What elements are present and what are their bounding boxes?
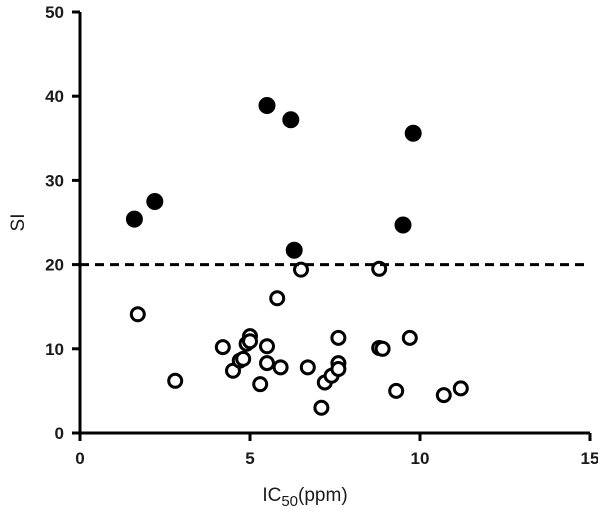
x-tick-label: 0	[75, 449, 84, 468]
x-axis-title: IC50(ppm)	[262, 485, 347, 510]
data-point-open	[167, 372, 184, 389]
data-points	[125, 96, 469, 416]
x-axis-title-subscript: 50	[281, 493, 298, 510]
data-point-open	[435, 387, 452, 404]
x-ticks: 0 5 10 15	[75, 433, 598, 468]
data-point-open	[235, 350, 252, 367]
data-point-open	[452, 380, 469, 397]
x-tick-label: 5	[245, 449, 254, 468]
data-point-open	[242, 333, 258, 350]
data-point-open	[252, 376, 269, 393]
data-point-open	[388, 382, 405, 399]
y-tick-label: 50	[45, 3, 64, 22]
data-point-open	[259, 355, 275, 372]
data-point-open	[272, 359, 289, 376]
data-point-open	[401, 329, 418, 346]
data-point-filled	[146, 192, 164, 210]
y-tick-label: 30	[45, 171, 64, 190]
y-tick-label: 40	[45, 87, 64, 106]
data-point-open	[214, 339, 231, 356]
data-point-filled	[404, 124, 422, 142]
y-tick-label: 20	[45, 256, 64, 275]
data-point-open	[129, 306, 146, 323]
x-tick-label: 10	[411, 449, 430, 468]
data-point-open	[374, 340, 391, 357]
data-point-filled	[282, 111, 300, 129]
x-tick-label: 15	[581, 449, 598, 468]
data-point-open	[313, 399, 330, 416]
y-tick-label: 0	[55, 424, 64, 443]
data-point-open	[259, 338, 275, 355]
x-axis-title-main: IC	[262, 485, 281, 506]
data-point-filled	[394, 216, 412, 234]
data-point-open	[299, 359, 316, 376]
data-point-open	[269, 290, 286, 307]
data-point-filled	[125, 210, 143, 228]
data-point-open	[330, 329, 347, 346]
y-ticks: 0 10 20 30 40 50	[45, 3, 80, 443]
x-axis-title-unit: (ppm)	[298, 485, 348, 506]
data-point-filled	[258, 96, 276, 114]
data-point-open	[293, 261, 309, 278]
data-point-open	[330, 361, 347, 378]
data-point-filled	[285, 241, 303, 259]
y-tick-label: 10	[45, 340, 64, 359]
y-axis-title: SI	[8, 214, 29, 232]
